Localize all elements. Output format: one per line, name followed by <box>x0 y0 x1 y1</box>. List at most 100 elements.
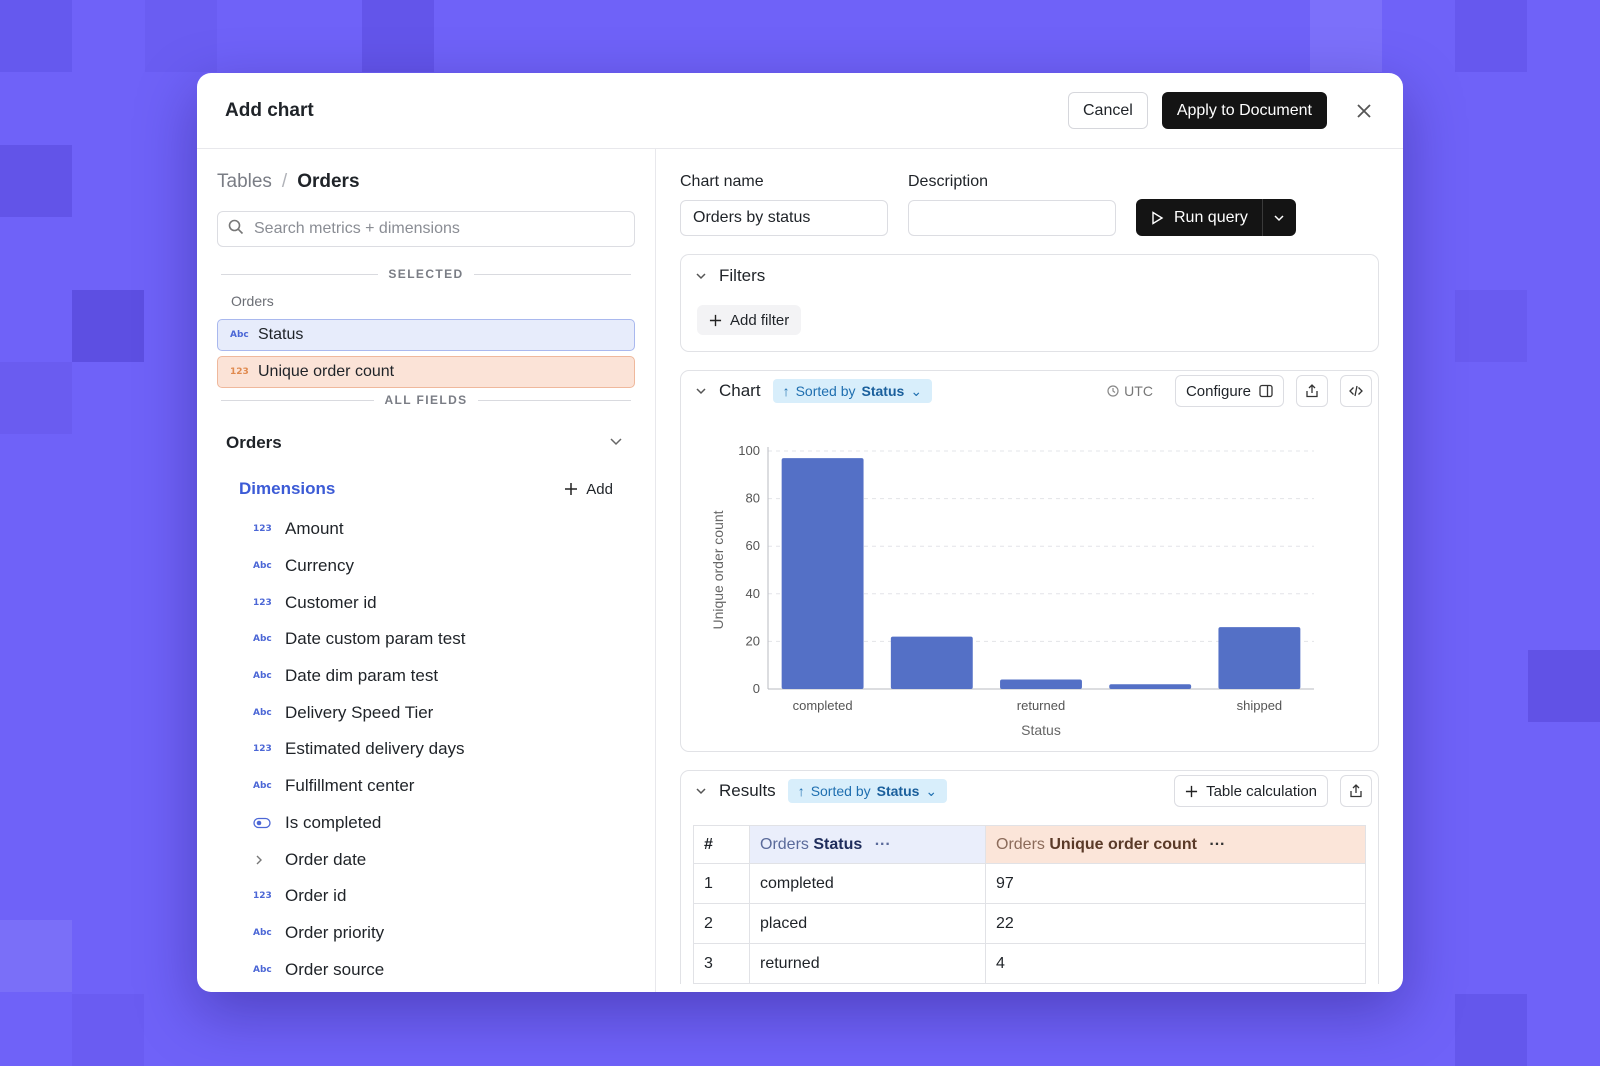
bg-tile <box>0 920 72 992</box>
code-icon <box>1349 385 1363 397</box>
configure-button[interactable]: Configure <box>1174 375 1284 407</box>
dimension-item[interactable]: Is completed <box>217 805 635 842</box>
all-fields-label: ALL FIELDS <box>384 393 468 407</box>
dimension-item[interactable]: Abc Date custom param test <box>217 621 635 658</box>
filters-panel: Filters Add filter <box>680 254 1379 352</box>
dimension-item[interactable]: 123 Amount <box>217 511 635 548</box>
dimension-item[interactable]: Abc Order priority <box>217 915 635 952</box>
row-number-cell: 1 <box>693 863 750 904</box>
column-prefix: Orders <box>996 835 1045 853</box>
run-options-dropdown[interactable] <box>1263 199 1296 236</box>
bg-tile <box>145 0 217 72</box>
row-number-cell: 2 <box>693 903 750 944</box>
bg-tile <box>1455 994 1527 1066</box>
number-icon: 123 <box>230 367 249 377</box>
dimensions-label[interactable]: Dimensions <box>239 479 336 498</box>
filters-header[interactable]: Filters <box>681 255 1378 297</box>
close-icon[interactable] <box>1353 100 1375 122</box>
chart-name-input[interactable]: Orders by status <box>680 200 888 236</box>
unique-order-count-column-header[interactable]: Orders Unique order count ··· <box>985 825 1366 864</box>
unique-order-count-cell: 22 <box>985 903 1366 944</box>
search-input[interactable]: Search metrics + dimensions <box>217 211 635 247</box>
search-icon <box>228 219 244 240</box>
dimension-label: Order priority <box>285 922 385 942</box>
dimension-item[interactable]: Abc Currency <box>217 548 635 585</box>
dimension-item[interactable]: Abc Order source <box>217 951 635 988</box>
number-icon: 123 <box>253 597 272 608</box>
y-tick-label: 80 <box>746 491 760 506</box>
arrow-up-icon: ↑ <box>797 783 805 799</box>
results-table: # Orders Status ··· Orders Unique order … <box>693 825 1366 984</box>
add-chart-modal: Add chart Cancel Apply to Document Table… <box>197 73 1403 992</box>
dimension-item[interactable]: 123 Estimated delivery days <box>217 731 635 768</box>
plus-icon <box>709 314 722 326</box>
dimension-item[interactable]: 123 Customer id <box>217 584 635 621</box>
table-row[interactable]: 2 placed 22 <box>693 903 1366 944</box>
bg-tile <box>1310 0 1382 72</box>
share-icon <box>1350 784 1362 798</box>
text-icon: Abc <box>253 781 272 792</box>
more-options-icon[interactable]: ··· <box>874 835 891 853</box>
description-label: Description <box>908 173 989 190</box>
description-input[interactable] <box>908 200 1116 236</box>
chart-panel: Chart ↑ Sorted by Status ⌄ UTC Configure <box>680 370 1379 752</box>
add-dimension-button[interactable]: Add <box>564 481 613 498</box>
dimension-label: Fulfillment center <box>285 776 415 796</box>
dimension-label: Customer id <box>285 592 377 612</box>
filters-title: Filters <box>719 266 766 285</box>
more-options-icon[interactable]: ··· <box>1209 835 1226 853</box>
x-axis-label: Status <box>1021 722 1061 738</box>
dimension-item[interactable]: Abc Fulfillment center <box>217 768 635 805</box>
chart-title: Chart <box>719 381 761 400</box>
column-label: Status <box>813 835 863 853</box>
row-number-cell: 3 <box>693 943 750 984</box>
dimension-item[interactable]: Abc Delivery Speed Tier <box>217 694 635 731</box>
bg-tile <box>1528 650 1600 722</box>
embed-code-button[interactable] <box>1340 375 1372 407</box>
timezone-indicator: UTC <box>1107 383 1153 399</box>
cancel-button[interactable]: Cancel <box>1068 92 1148 129</box>
selected-metric-chip[interactable]: 123 Unique order count <box>217 356 635 388</box>
table-row[interactable]: 1 completed 97 <box>693 863 1366 904</box>
dimension-item[interactable]: Abc Date dim param test <box>217 658 635 695</box>
table-row[interactable]: 3 returned 4 <box>693 943 1366 984</box>
apply-to-document-button[interactable]: Apply to Document <box>1161 92 1327 129</box>
breadcrumb-current: Orders <box>297 171 360 192</box>
export-results-button[interactable] <box>1340 775 1372 807</box>
status-cell: placed <box>749 903 986 944</box>
add-filter-button[interactable]: Add filter <box>697 305 802 335</box>
y-tick-label: 0 <box>753 681 760 696</box>
bg-tile <box>0 0 72 72</box>
chart-sort-pill[interactable]: ↑ Sorted by Status ⌄ <box>772 379 933 403</box>
results-sort-pill[interactable]: ↑ Sorted by Status ⌄ <box>787 779 948 803</box>
chevron-down-icon[interactable] <box>695 785 707 797</box>
text-icon: Abc <box>253 964 272 975</box>
play-icon <box>1152 210 1164 225</box>
x-tick-label: completed <box>793 698 853 713</box>
dimension-label: Amount <box>285 519 344 539</box>
sort-prefix: Sorted by <box>810 783 871 799</box>
dimension-item[interactable]: Order date <box>217 841 635 878</box>
plus-icon <box>1186 785 1198 797</box>
unique-order-count-cell: 97 <box>985 863 1366 904</box>
y-axis-label: Unique order count <box>710 510 726 629</box>
status-column-header[interactable]: Orders Status ··· <box>749 825 986 864</box>
dimension-item[interactable]: 123 Order id <box>217 878 635 915</box>
selected-dimension-chip[interactable]: Abc Status <box>217 319 635 351</box>
chevron-down-icon[interactable] <box>695 385 707 397</box>
bar <box>1109 684 1192 689</box>
breadcrumb-tables[interactable]: Tables <box>217 171 272 192</box>
table-calculation-button[interactable]: Table calculation <box>1174 775 1328 807</box>
clock-icon <box>1107 385 1119 397</box>
dimension-label: Date custom param test <box>285 629 466 649</box>
export-chart-button[interactable] <box>1296 375 1328 407</box>
dimension-label: Order id <box>285 886 347 906</box>
text-icon: Abc <box>253 671 272 682</box>
text-icon: Abc <box>230 330 249 340</box>
table-group-orders[interactable]: Orders <box>217 407 635 453</box>
run-query-button[interactable]: Run query <box>1136 199 1263 236</box>
breadcrumb: Tables / Orders <box>217 169 635 195</box>
number-icon: 123 <box>253 744 272 755</box>
chip-label: Status <box>258 326 304 343</box>
